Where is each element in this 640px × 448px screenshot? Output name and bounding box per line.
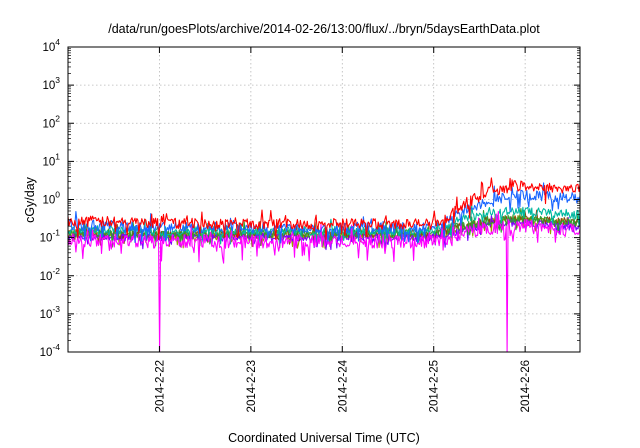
x-tick-label: 2014-2-23: [246, 360, 258, 412]
y-tick-label: 10-3: [40, 304, 61, 321]
y-ticks: 10-4 10-3 10-2 10-1 100 101 102 103 104: [40, 37, 580, 359]
x-axis-label: Coordinated Universal Time (UTC): [228, 431, 420, 445]
series-line: [67, 210, 581, 353]
y-tick-label: 10-2: [40, 266, 61, 283]
y-tick-label: 103: [42, 75, 60, 92]
y-tick-label: 101: [42, 151, 60, 168]
x-tick-label: 2014-2-22: [154, 360, 166, 412]
grid: [68, 47, 580, 352]
series-line: [67, 204, 581, 246]
y-tick-label: 104: [42, 37, 60, 54]
y-axis-label: cGy/day: [23, 176, 37, 223]
plot-series: [67, 177, 581, 353]
x-ticks: 2014-2-22 2014-2-23 2014-2-24 2014-2-25 2014…: [154, 47, 532, 412]
y-tick-label: 10-4: [40, 342, 61, 359]
x-tick-label: 2014-2-25: [429, 360, 441, 412]
y-tick-label: 10-1: [40, 228, 61, 245]
x-tick-label: 2014-2-26: [520, 360, 532, 412]
chart-title: /data/run/goesPlots/archive/2014-02-26/1…: [108, 22, 540, 36]
series-line: [67, 177, 581, 241]
y-tick-label: 100: [42, 190, 60, 207]
x-tick-label: 2014-2-24: [337, 359, 349, 412]
y-tick-label: 102: [42, 113, 60, 130]
